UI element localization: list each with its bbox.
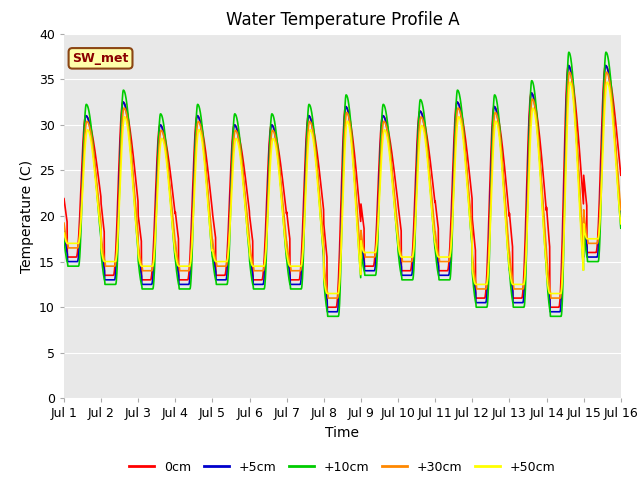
X-axis label: Time: Time [325, 426, 360, 440]
Legend: 0cm, +5cm, +10cm, +30cm, +50cm: 0cm, +5cm, +10cm, +30cm, +50cm [124, 456, 561, 479]
Title: Water Temperature Profile A: Water Temperature Profile A [225, 11, 460, 29]
Text: SW_met: SW_met [72, 52, 129, 65]
Y-axis label: Temperature (C): Temperature (C) [20, 159, 33, 273]
